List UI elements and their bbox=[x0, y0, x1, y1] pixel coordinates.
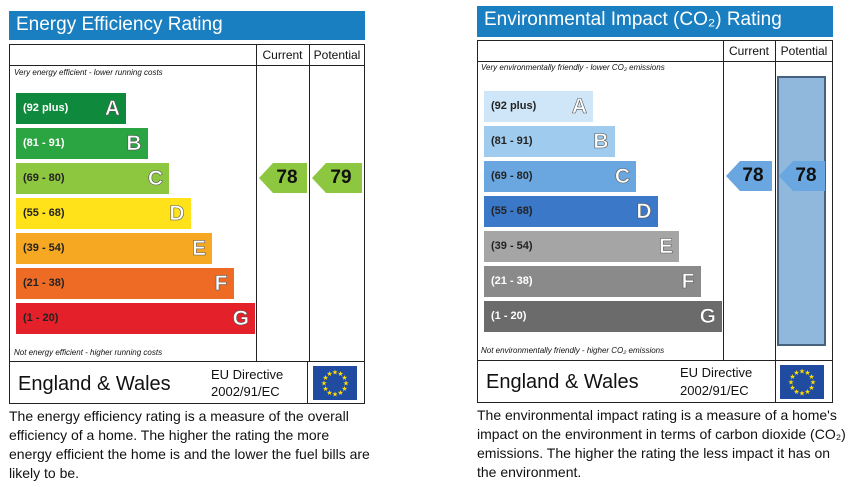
environment-band-letter: E bbox=[658, 235, 674, 259]
svg-text:★: ★ bbox=[799, 368, 805, 376]
env-potential-value: 78 bbox=[795, 165, 817, 186]
energy-band-letter: A bbox=[104, 97, 121, 121]
energy-col-potential: Potential bbox=[313, 48, 361, 62]
environment-note-bottom: Not environmentally friendly - higher CO… bbox=[481, 346, 665, 355]
svg-text:★: ★ bbox=[808, 373, 814, 381]
energy-band-letter: B bbox=[126, 132, 142, 156]
env-current-value: 78 bbox=[742, 165, 764, 186]
svg-text:★: ★ bbox=[810, 379, 816, 387]
environment-band-letter: D bbox=[636, 200, 652, 224]
svg-text:★: ★ bbox=[808, 384, 814, 392]
energy-description: The energy efficiency rating is a measur… bbox=[9, 408, 370, 481]
environment-title: Environmental Impact (CO₂) Rating bbox=[477, 6, 833, 37]
environment-description: The environmental impact rating is a mea… bbox=[477, 407, 846, 480]
environment-band-letter: B bbox=[593, 130, 609, 154]
environment-band-range: (92 plus) bbox=[491, 100, 537, 112]
energy-band-b: (81 - 91) B bbox=[16, 128, 148, 159]
energy-band-range: (81 - 91) bbox=[23, 137, 65, 149]
svg-text:★: ★ bbox=[804, 369, 810, 377]
energy-band-a: (92 plus) A bbox=[16, 93, 126, 124]
svg-text:★: ★ bbox=[799, 390, 805, 398]
environment-potential-column-fill bbox=[777, 76, 826, 346]
environment-band-f: (21 - 38) F bbox=[484, 266, 701, 297]
energy-footer: England & Wales EU Directive 2002/91/EC … bbox=[9, 361, 365, 404]
energy-band-letter: E bbox=[191, 237, 207, 261]
environment-current-rating: 78 bbox=[726, 161, 772, 191]
energy-current-rating: 78 bbox=[259, 163, 307, 193]
svg-text:★: ★ bbox=[337, 389, 343, 397]
environment-directive-line1: EU Directive bbox=[680, 365, 753, 380]
svg-text:★: ★ bbox=[793, 388, 799, 396]
energy-band-f: (21 - 38) F bbox=[16, 268, 234, 299]
energy-band-d: (55 - 68) D bbox=[16, 198, 191, 229]
energy-band-letter: G bbox=[232, 307, 249, 331]
svg-text:★: ★ bbox=[326, 370, 332, 378]
environment-band-e: (39 - 54) E bbox=[484, 231, 679, 262]
environment-col-current: Current bbox=[728, 44, 769, 58]
environment-band-a: (92 plus) A bbox=[484, 91, 593, 122]
environment-band-letter: A bbox=[571, 95, 588, 119]
svg-text:★: ★ bbox=[789, 384, 795, 392]
svg-text:★: ★ bbox=[804, 388, 810, 396]
energy-band-range: (1 - 20) bbox=[23, 312, 59, 324]
environment-potential-rating: 78 bbox=[779, 161, 825, 191]
energy-note-bottom: Not energy efficient - higher running co… bbox=[14, 348, 163, 357]
energy-band-range: (92 plus) bbox=[23, 102, 69, 114]
svg-text:★: ★ bbox=[321, 380, 327, 388]
svg-text:★: ★ bbox=[326, 389, 332, 397]
environment-band-range: (21 - 38) bbox=[491, 275, 533, 287]
energy-potential-rating: 79 bbox=[312, 163, 362, 193]
svg-text:★: ★ bbox=[343, 380, 349, 388]
environment-footer: England & Wales EU Directive 2002/91/EC … bbox=[477, 360, 833, 403]
environment-note-top: Very environmentally friendly - lower CO… bbox=[481, 63, 665, 72]
svg-text:★: ★ bbox=[322, 385, 328, 393]
environment-col-potential: Potential bbox=[780, 44, 828, 58]
svg-text:★: ★ bbox=[332, 391, 338, 399]
environment-band-letter: G bbox=[699, 305, 716, 329]
energy-band-range: (21 - 38) bbox=[23, 277, 65, 289]
energy-band-g: (1 - 20) G bbox=[16, 303, 255, 334]
environment-band-g: (1 - 20) G bbox=[484, 301, 722, 332]
svg-text:★: ★ bbox=[322, 374, 328, 382]
environment-chart-frame: Current Potential Very environmentally f… bbox=[477, 40, 833, 361]
environment-band-b: (81 - 91) B bbox=[484, 126, 615, 157]
eu-flag-icon: ★ ★ ★ ★ ★ ★ ★ ★ ★ ★ ★ ★ bbox=[313, 366, 357, 400]
energy-directive-line1: EU Directive bbox=[211, 367, 284, 382]
energy-chart-frame: Current Potential Very energy efficient … bbox=[9, 44, 365, 362]
environment-band-range: (69 - 80) bbox=[491, 170, 533, 182]
energy-note-top: Very energy efficient - lower running co… bbox=[14, 68, 163, 77]
energy-band-range: (55 - 68) bbox=[23, 207, 65, 219]
environment-band-c: (69 - 80) C bbox=[484, 161, 636, 192]
energy-current-value: 78 bbox=[276, 167, 298, 188]
energy-band-e: (39 - 54) E bbox=[16, 233, 212, 264]
energy-band-letter: C bbox=[147, 167, 164, 191]
energy-band-range: (69 - 80) bbox=[23, 172, 65, 184]
environment-band-range: (55 - 68) bbox=[491, 205, 533, 217]
eu-flag-icon: ★ ★ ★ ★ ★ ★ ★ ★ ★ ★ ★ ★ bbox=[780, 365, 824, 399]
environment-band-range: (81 - 91) bbox=[491, 135, 533, 147]
energy-potential-value: 79 bbox=[330, 167, 352, 188]
energy-band-range: (39 - 54) bbox=[23, 242, 65, 254]
energy-band-c: (69 - 80) C bbox=[16, 163, 169, 194]
environment-band-letter: C bbox=[614, 165, 631, 189]
svg-text:★: ★ bbox=[788, 379, 794, 387]
environment-band-range: (1 - 20) bbox=[491, 310, 527, 322]
svg-text:★: ★ bbox=[793, 369, 799, 377]
energy-footer-region: England & Wales bbox=[18, 373, 171, 395]
energy-title: Energy Efficiency Rating bbox=[9, 11, 365, 40]
environment-directive-line2: 2002/91/EC bbox=[680, 383, 749, 398]
energy-directive-line2: 2002/91/EC bbox=[211, 384, 280, 399]
energy-band-letter: F bbox=[214, 272, 228, 296]
environment-footer-region: England & Wales bbox=[486, 371, 639, 393]
svg-text:★: ★ bbox=[789, 373, 795, 381]
energy-col-current: Current bbox=[262, 48, 303, 62]
environment-band-range: (39 - 54) bbox=[491, 240, 533, 252]
svg-text:★: ★ bbox=[341, 385, 347, 393]
svg-text:★: ★ bbox=[341, 374, 347, 382]
energy-band-letter: D bbox=[169, 202, 185, 226]
environment-band-d: (55 - 68) D bbox=[484, 196, 658, 227]
svg-text:★: ★ bbox=[337, 370, 343, 378]
svg-text:★: ★ bbox=[332, 369, 338, 377]
environment-band-letter: F bbox=[681, 270, 695, 294]
